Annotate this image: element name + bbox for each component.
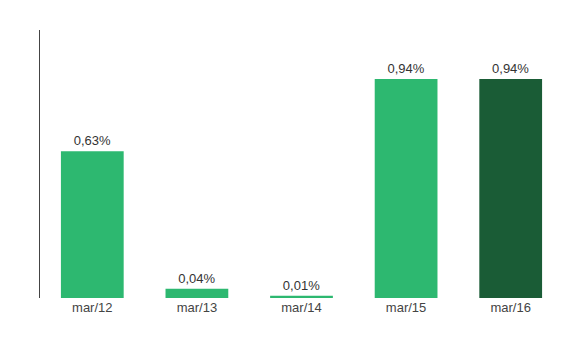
svg-text:0,63%: 0,63%	[74, 133, 111, 148]
svg-text:mar/16: mar/16	[490, 300, 530, 315]
svg-text:0,04%: 0,04%	[178, 271, 215, 286]
svg-text:mar/13: mar/13	[177, 300, 217, 315]
svg-text:0,01%: 0,01%	[283, 278, 320, 293]
svg-text:mar/14: mar/14	[281, 300, 321, 315]
svg-text:0,94%: 0,94%	[492, 61, 529, 76]
svg-text:mar/12: mar/12	[72, 300, 112, 315]
svg-text:mar/15: mar/15	[386, 300, 426, 315]
svg-text:0,94%: 0,94%	[387, 61, 424, 76]
